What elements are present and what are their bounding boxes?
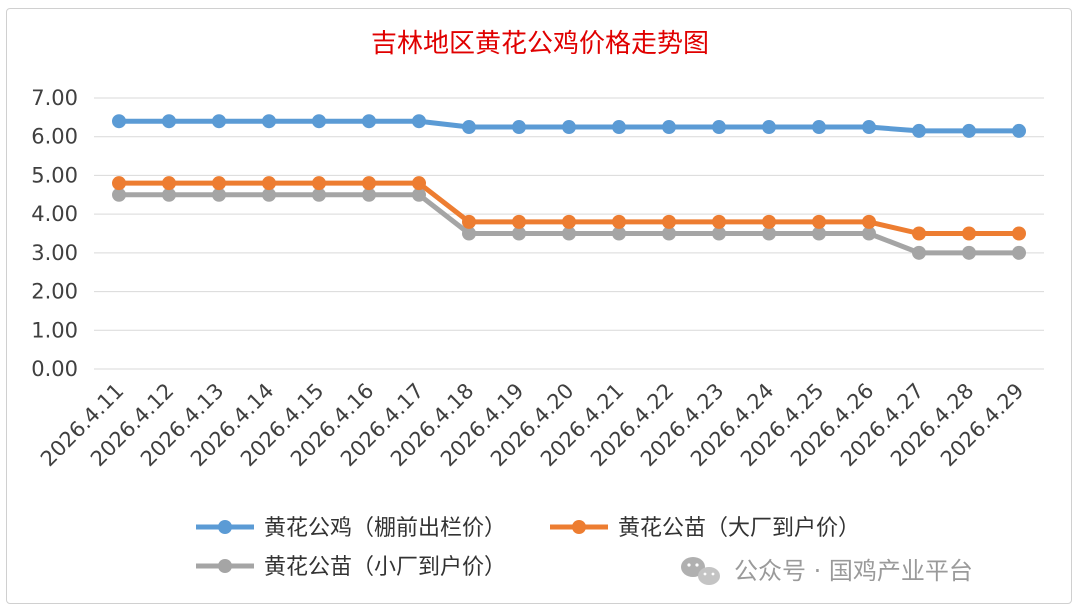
legend-label: 黄花公鸡（棚前出栏价） bbox=[264, 516, 506, 541]
data-point bbox=[862, 120, 876, 135]
gridlines bbox=[94, 97, 1044, 370]
data-point bbox=[362, 176, 376, 191]
data-point bbox=[512, 226, 526, 241]
data-point bbox=[812, 214, 826, 229]
y-tick-label: 3.00 bbox=[31, 241, 78, 265]
data-point bbox=[762, 120, 776, 135]
data-point bbox=[912, 226, 926, 241]
data-point bbox=[712, 120, 726, 135]
data-point bbox=[162, 187, 176, 202]
legend-swatch-marker bbox=[218, 559, 232, 573]
data-point bbox=[562, 214, 576, 229]
y-tick-label: 2.00 bbox=[31, 280, 78, 304]
data-point bbox=[812, 226, 826, 241]
data-point bbox=[912, 245, 926, 260]
data-point bbox=[712, 226, 726, 241]
data-point bbox=[312, 176, 326, 191]
data-point bbox=[562, 226, 576, 241]
data-point bbox=[112, 187, 126, 202]
y-tick-label: 5.00 bbox=[31, 163, 78, 187]
chart-title: 吉林地区黄花公鸡价格走势图 bbox=[371, 29, 709, 59]
watermark: 公众号 · 国鸡产业平台 bbox=[681, 557, 973, 585]
legend-label: 黄花公苗（大厂到户价） bbox=[618, 516, 860, 541]
data-point bbox=[112, 114, 126, 129]
data-point bbox=[162, 114, 176, 129]
data-point bbox=[262, 187, 276, 202]
data-point bbox=[962, 245, 976, 260]
data-point bbox=[812, 120, 826, 135]
data-point bbox=[162, 176, 176, 191]
legend-swatch-marker bbox=[218, 520, 232, 534]
data-point bbox=[762, 214, 776, 229]
wechat-icon bbox=[681, 557, 720, 585]
data-point bbox=[462, 120, 476, 135]
data-point bbox=[1012, 123, 1026, 138]
legend-item: 黄花公鸡（棚前出栏价） bbox=[196, 516, 506, 541]
data-point bbox=[762, 226, 776, 241]
data-point bbox=[662, 214, 676, 229]
data-point bbox=[262, 114, 276, 129]
legend: 黄花公鸡（棚前出栏价） 黄花公苗（大厂到户价） 黄花公苗（小厂到户价） bbox=[196, 516, 860, 580]
y-tick-label: 7.00 bbox=[31, 86, 78, 110]
data-point bbox=[662, 226, 676, 241]
chart-frame bbox=[6, 8, 1072, 604]
y-tick-label: 4.00 bbox=[31, 202, 78, 226]
legend-item: 黄花公苗（小厂到户价） bbox=[196, 555, 506, 580]
data-point bbox=[412, 187, 426, 202]
data-point bbox=[512, 120, 526, 135]
data-point bbox=[912, 123, 926, 138]
data-point bbox=[212, 187, 226, 202]
legend-item: 黄花公苗（大厂到户价） bbox=[550, 516, 860, 541]
data-point bbox=[462, 214, 476, 229]
data-point bbox=[612, 214, 626, 229]
data-point bbox=[462, 226, 476, 241]
legend-swatch-marker bbox=[572, 520, 586, 534]
data-point bbox=[412, 114, 426, 129]
data-point bbox=[362, 114, 376, 129]
y-tick-label: 1.00 bbox=[31, 318, 78, 342]
data-point bbox=[662, 120, 676, 135]
y-tick-label: 0.00 bbox=[31, 357, 78, 381]
data-point bbox=[712, 214, 726, 229]
series-lines bbox=[112, 114, 1026, 260]
data-point bbox=[862, 226, 876, 241]
data-point bbox=[362, 187, 376, 202]
data-point bbox=[962, 226, 976, 241]
x-axis-ticks: 2026.4.112026.4.122026.4.132026.4.142026… bbox=[36, 379, 1029, 472]
y-tick-label: 6.00 bbox=[31, 125, 78, 149]
data-point bbox=[112, 176, 126, 191]
data-point bbox=[562, 120, 576, 135]
data-point bbox=[312, 187, 326, 202]
data-point bbox=[262, 176, 276, 191]
data-point bbox=[412, 176, 426, 191]
data-point bbox=[212, 176, 226, 191]
legend-label: 黄花公苗（小厂到户价） bbox=[264, 555, 506, 580]
watermark-text: 公众号 · 国鸡产业平台 bbox=[734, 557, 973, 585]
data-point bbox=[612, 226, 626, 241]
data-point bbox=[512, 214, 526, 229]
y-axis-ticks: 0.00 1.00 2.00 3.00 4.00 5.00 6.00 7.00 bbox=[31, 86, 78, 381]
data-point bbox=[312, 114, 326, 129]
data-point bbox=[212, 114, 226, 129]
data-point bbox=[862, 214, 876, 229]
data-point bbox=[1012, 226, 1026, 241]
data-point bbox=[1012, 245, 1026, 260]
data-point bbox=[612, 120, 626, 135]
data-point bbox=[962, 123, 976, 138]
